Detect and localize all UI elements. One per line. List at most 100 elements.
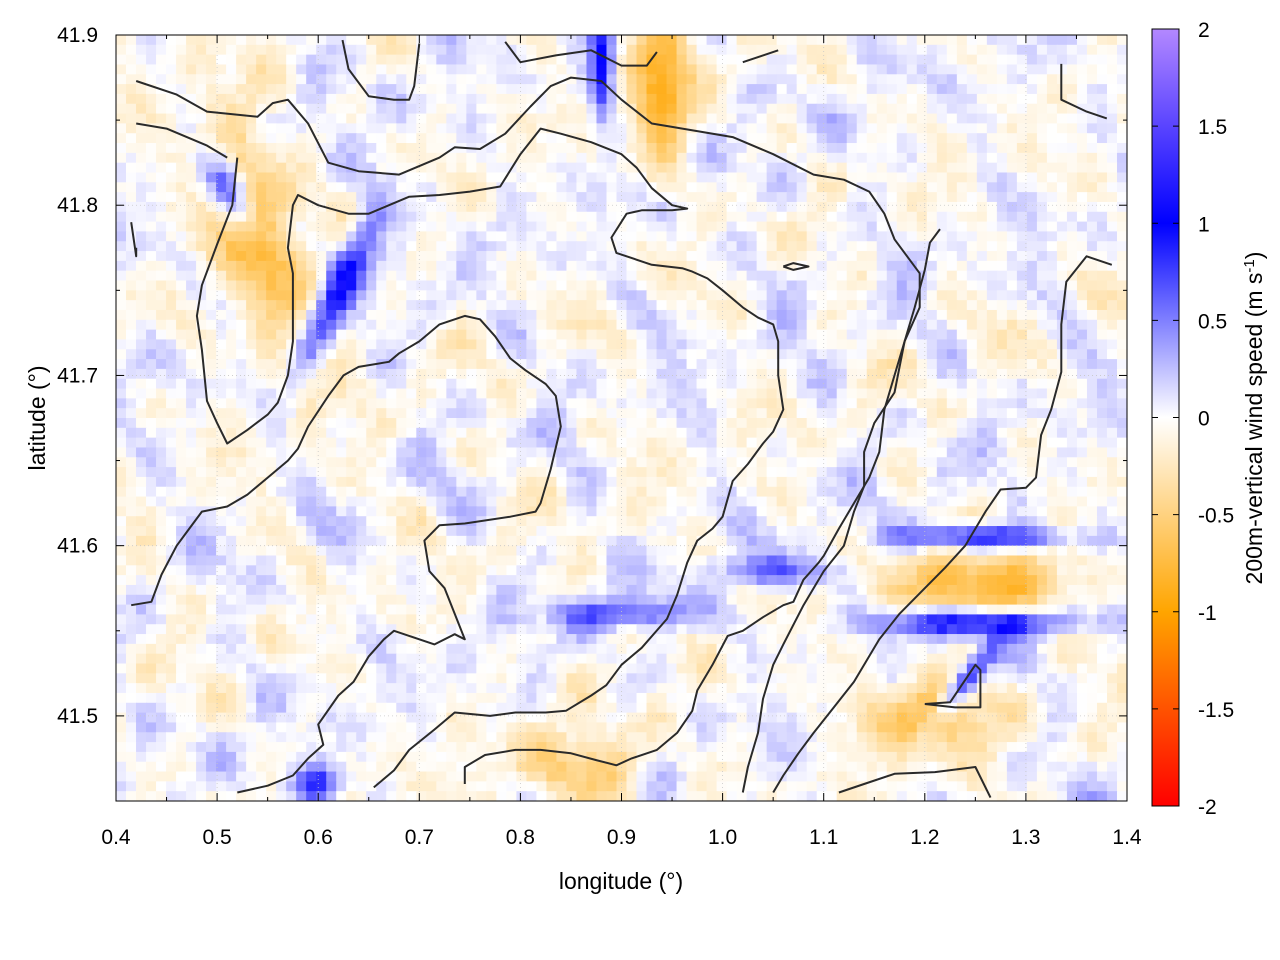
heatmap-cell	[886, 309, 898, 321]
heatmap-cell	[436, 408, 447, 419]
heatmap-cell	[706, 290, 718, 301]
heatmap-cell	[856, 162, 868, 174]
heatmap-cell	[126, 300, 137, 311]
heatmap-cell	[456, 418, 467, 429]
heatmap-cell	[456, 133, 467, 144]
heatmap-cell	[736, 143, 748, 154]
heatmap-cell	[736, 123, 748, 134]
heatmap-cell	[986, 447, 998, 458]
heatmap-cell	[526, 349, 538, 360]
heatmap-cell	[116, 280, 127, 291]
heatmap-cell	[526, 270, 538, 282]
heatmap-cell	[246, 378, 257, 390]
heatmap-cell	[1106, 329, 1118, 341]
heatmap-cell	[806, 506, 818, 517]
heatmap-cell	[406, 133, 417, 144]
heatmap-cell	[746, 113, 758, 124]
heatmap-cell	[666, 349, 678, 360]
heatmap-cell	[1056, 201, 1068, 213]
heatmap-cell	[376, 113, 387, 124]
heatmap-cell	[736, 427, 748, 439]
heatmap-cell	[1026, 388, 1038, 399]
heatmap-cell	[826, 74, 838, 85]
heatmap-cell	[666, 447, 678, 458]
heatmap-cell	[866, 221, 878, 233]
heatmap-cell	[1096, 398, 1108, 409]
heatmap-cell	[756, 231, 768, 242]
heatmap-cell	[966, 408, 978, 419]
heatmap-cell	[426, 339, 437, 350]
heatmap-cell	[606, 408, 618, 419]
heatmap-cell	[216, 368, 227, 380]
heatmap-cell	[686, 251, 698, 262]
heatmap-cell	[636, 388, 648, 399]
heatmap-cell	[496, 496, 507, 507]
heatmap-cell	[866, 486, 878, 498]
heatmap-cell	[476, 388, 487, 399]
heatmap-cell	[446, 319, 457, 331]
heatmap-cell	[1076, 427, 1088, 439]
heatmap-cell	[706, 457, 718, 468]
heatmap-cell	[486, 103, 497, 115]
heatmap-cell	[816, 103, 828, 115]
heatmap-cell	[636, 319, 648, 331]
heatmap-cell	[406, 84, 417, 95]
heatmap-cell	[816, 329, 828, 341]
heatmap-cell	[626, 152, 638, 164]
heatmap-cell	[136, 251, 147, 262]
heatmap-cell	[1046, 152, 1058, 164]
heatmap-cell	[1016, 74, 1028, 85]
heatmap-cell	[986, 457, 998, 468]
heatmap-cell	[956, 172, 968, 183]
heatmap-cell	[226, 152, 237, 164]
heatmap-cell	[186, 319, 197, 331]
heatmap-cell	[726, 486, 738, 498]
heatmap-cell	[786, 427, 798, 439]
heatmap-cell	[306, 201, 317, 213]
heatmap-cell	[896, 260, 908, 272]
heatmap-cell	[606, 506, 618, 517]
heatmap-cell	[466, 123, 477, 134]
heatmap-cell	[786, 172, 798, 183]
heatmap-cell	[136, 143, 147, 154]
heatmap-cell	[1106, 143, 1118, 154]
heatmap-cell	[326, 506, 337, 517]
heatmap-cell	[506, 398, 517, 409]
heatmap-cell	[256, 339, 267, 350]
heatmap-cell	[486, 251, 497, 262]
heatmap-cell	[186, 447, 197, 458]
heatmap-cell	[576, 496, 588, 507]
heatmap-cell	[976, 64, 988, 75]
heatmap-cell	[266, 476, 277, 488]
heatmap-cell	[566, 359, 578, 370]
heatmap-cell	[586, 231, 598, 242]
heatmap-cell	[256, 319, 267, 331]
heatmap-cell	[416, 35, 427, 46]
heatmap-cell	[206, 211, 217, 223]
heatmap-cell	[606, 133, 618, 144]
heatmap-cell	[146, 172, 157, 183]
heatmap-cell	[116, 408, 127, 419]
heatmap-cell	[346, 192, 357, 203]
heatmap-cell	[216, 54, 227, 66]
heatmap-cell	[306, 309, 317, 321]
heatmap-cell	[576, 486, 588, 498]
heatmap-cell	[756, 152, 768, 164]
heatmap-cell	[856, 74, 868, 85]
heatmap-cell	[156, 251, 167, 262]
heatmap-cell	[396, 143, 407, 154]
heatmap-cell	[986, 231, 998, 242]
heatmap-cell	[1096, 506, 1108, 517]
heatmap-cell	[366, 54, 377, 66]
heatmap-cell	[416, 221, 427, 233]
heatmap-cell	[436, 486, 447, 498]
heatmap-cell	[996, 309, 1008, 321]
heatmap-cell	[1096, 251, 1108, 262]
heatmap-cell	[526, 457, 538, 468]
heatmap-cell	[346, 64, 357, 75]
heatmap-cell	[776, 221, 788, 233]
heatmap-cell	[206, 74, 217, 85]
heatmap-cell	[696, 378, 708, 390]
heatmap-cell	[716, 476, 728, 488]
heatmap-cell	[956, 309, 968, 321]
